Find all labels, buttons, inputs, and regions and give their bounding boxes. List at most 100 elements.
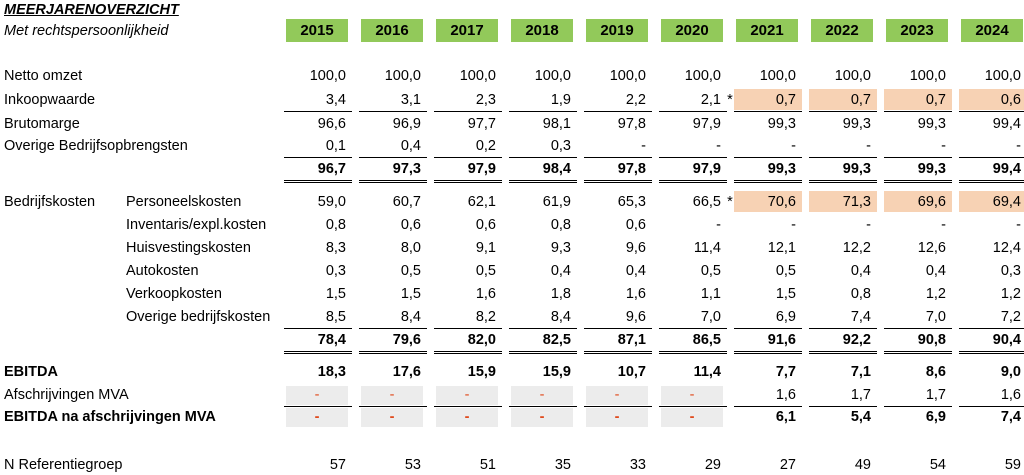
- value-cell: 0,3: [1000, 263, 1021, 279]
- value-cell: 17,6: [392, 364, 421, 380]
- value-cell: 1,2: [925, 286, 946, 302]
- underline: [359, 157, 427, 158]
- underline: [659, 111, 727, 112]
- double-underline: [284, 351, 352, 354]
- year-header: 2020: [661, 19, 723, 42]
- double-underline: [809, 351, 877, 354]
- value-cell: 99,3: [767, 161, 796, 177]
- value-cell: -: [941, 138, 946, 154]
- value-cell: 8,0: [400, 240, 421, 256]
- shaded-cell: [286, 386, 348, 405]
- value-cell: 100,0: [384, 68, 421, 84]
- double-underline: [359, 351, 427, 354]
- underline: [509, 157, 577, 158]
- value-cell: 99,4: [992, 161, 1021, 177]
- underline: [359, 406, 427, 407]
- shaded-cell: [586, 408, 648, 427]
- value-cell: -: [641, 138, 646, 154]
- row-label: EBITDA: [4, 364, 58, 380]
- underline: [434, 111, 502, 112]
- underline: [584, 157, 652, 158]
- shaded-cell: [436, 386, 498, 405]
- value-cell: 100,0: [684, 68, 721, 84]
- value-cell: 97,7: [467, 116, 496, 132]
- row-label: Inventaris/expl.kosten: [126, 217, 267, 233]
- value-cell: 9,0: [1000, 364, 1021, 380]
- highlight-cell: [959, 191, 1024, 212]
- value-cell: 8,2: [475, 309, 496, 325]
- value-cell: 57: [329, 457, 346, 473]
- value-cell: -: [539, 387, 545, 403]
- underline: [959, 157, 1024, 158]
- value-cell: 15,9: [542, 364, 571, 380]
- underline: [659, 328, 727, 329]
- value-cell: 97,9: [692, 161, 721, 177]
- value-cell: 100,0: [459, 68, 496, 84]
- value-cell: 61,9: [542, 194, 571, 210]
- value-cell: 97,8: [617, 161, 646, 177]
- value-cell: 66,5: [692, 194, 721, 210]
- value-cell: 1,7: [850, 387, 871, 403]
- value-cell: 7,4: [850, 309, 871, 325]
- year-header: 2024: [961, 19, 1023, 42]
- year-header: 2021: [736, 19, 798, 42]
- double-underline: [884, 351, 952, 354]
- value-cell: 9,6: [625, 240, 646, 256]
- value-cell: -: [791, 217, 796, 233]
- double-underline: [509, 180, 577, 183]
- value-cell: 5,4: [850, 409, 871, 425]
- value-cell: 8,6: [925, 364, 946, 380]
- value-cell: -: [464, 409, 470, 425]
- value-cell: 100,0: [309, 68, 346, 84]
- value-cell: 69,4: [992, 194, 1021, 210]
- value-cell: 96,9: [392, 116, 421, 132]
- shaded-cell: [511, 386, 573, 405]
- value-cell: 59: [1004, 457, 1021, 473]
- row-label: Inkoopwaarde: [4, 92, 96, 108]
- underline: [434, 157, 502, 158]
- value-cell: 0,8: [325, 217, 346, 233]
- value-cell: 3,4: [325, 92, 346, 108]
- value-cell: 9,1: [475, 240, 496, 256]
- shaded-cell: [361, 408, 423, 427]
- underline: [284, 406, 352, 407]
- double-underline: [734, 180, 802, 183]
- value-cell: 8,3: [325, 240, 346, 256]
- value-cell: 0,1: [325, 138, 346, 154]
- underline: [809, 328, 877, 329]
- double-underline: [359, 180, 427, 183]
- underline: [809, 157, 877, 158]
- value-cell: 12,6: [917, 240, 946, 256]
- value-cell: 11,4: [693, 240, 721, 256]
- underline: [959, 328, 1024, 329]
- value-cell: -: [689, 409, 695, 425]
- value-cell: 97,8: [617, 116, 646, 132]
- value-cell: 0,5: [700, 263, 721, 279]
- value-cell: 97,9: [692, 116, 721, 132]
- underline: [584, 328, 652, 329]
- value-cell: 100,0: [759, 68, 796, 84]
- value-cell: 0,5: [400, 263, 421, 279]
- value-cell: 87,1: [617, 332, 646, 348]
- double-underline: [284, 180, 352, 183]
- row-label: Brutomarge: [4, 116, 80, 132]
- value-cell: 0,8: [550, 217, 571, 233]
- highlight-cell: [884, 89, 952, 110]
- year-header: 2016: [361, 19, 423, 42]
- row-marker: *: [727, 194, 733, 210]
- value-cell: 62,1: [467, 194, 496, 210]
- row-label: EBITDA na afschrijvingen MVA: [4, 409, 216, 425]
- value-cell: 97,9: [467, 161, 496, 177]
- group-label: Bedrijfskosten: [4, 194, 96, 210]
- row-label: Huisvestingskosten: [126, 240, 251, 256]
- value-cell: 11,4: [693, 364, 721, 380]
- row-label: Afschrijvingen MVA: [4, 387, 129, 403]
- double-underline: [809, 180, 877, 183]
- year-header: 2018: [511, 19, 573, 42]
- value-cell: 99,3: [917, 161, 946, 177]
- value-cell: 99,3: [767, 116, 796, 132]
- value-cell: 96,6: [317, 116, 346, 132]
- value-cell: 0,6: [400, 217, 421, 233]
- underline: [434, 328, 502, 329]
- value-cell: 0,7: [925, 92, 946, 108]
